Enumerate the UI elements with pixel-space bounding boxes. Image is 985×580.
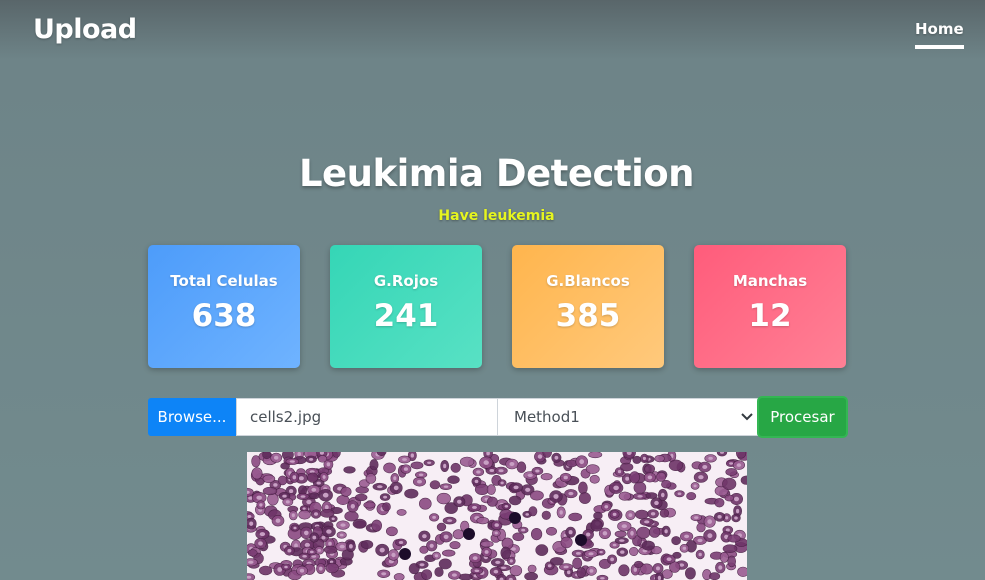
stat-card-red-cells: G.Rojos 241 (330, 245, 482, 368)
chevron-down-icon (741, 413, 753, 421)
stat-value: 385 (555, 298, 621, 334)
file-name-field[interactable]: cells2.jpg (236, 398, 498, 436)
blood-cell-image-art (247, 452, 747, 580)
stat-label: G.Rojos (373, 272, 439, 290)
process-button[interactable]: Procesar (759, 398, 846, 436)
method-select-value: Method1 (514, 408, 580, 426)
stat-card-spots: Manchas 12 (694, 245, 846, 368)
stat-label: G.Blancos (546, 272, 630, 290)
stat-card-total-cells: Total Celulas 638 (148, 245, 300, 368)
detection-result: Have leukemia (438, 208, 555, 224)
browse-button[interactable]: Browse... (148, 398, 236, 436)
page-title: Leukimia Detection (298, 152, 695, 195)
stat-value: 638 (191, 298, 257, 334)
stat-card-white-cells: G.Blancos 385 (512, 245, 664, 368)
method-select[interactable]: Method1 (497, 398, 758, 436)
nav-home-link[interactable]: Home (915, 20, 964, 49)
brand-title[interactable]: Upload (33, 14, 137, 45)
stat-value: 241 (373, 298, 439, 334)
blood-cell-image (247, 452, 747, 580)
stat-label: Total Celulas (170, 272, 278, 290)
stat-label: Manchas (732, 272, 808, 290)
stat-value: 12 (748, 298, 792, 334)
